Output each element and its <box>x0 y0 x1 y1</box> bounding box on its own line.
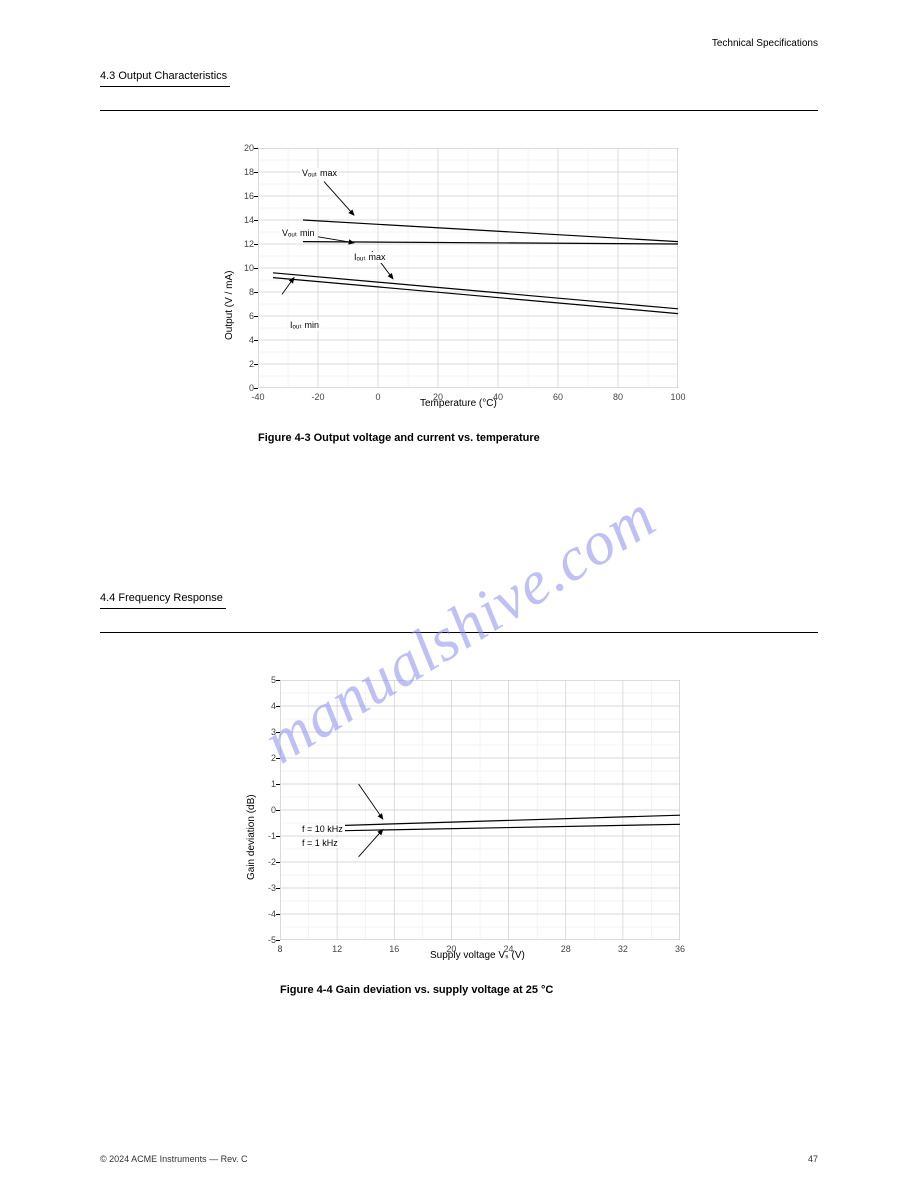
series-label: Iₒᵤₜ max <box>352 252 388 263</box>
xtick-label: -40 <box>248 392 268 402</box>
page-number: 47 <box>808 1154 818 1164</box>
footer-left: © 2024 ACME Instruments — Rev. C <box>100 1154 248 1164</box>
header-doc-type: Technical Specifications <box>712 38 818 49</box>
xtick-label: 40 <box>488 392 508 402</box>
ytick-label: 10 <box>236 263 254 273</box>
ytick-label: -4 <box>258 909 276 919</box>
ytick-label: 0 <box>258 805 276 815</box>
callout-arrow <box>359 784 383 819</box>
ytick-label: 8 <box>236 287 254 297</box>
chart1-ylabel: Output (V / mA) <box>224 271 235 340</box>
series-label: Vₒᵤₜ min <box>280 228 317 239</box>
series-label: Iₒᵤₜ min <box>288 320 321 331</box>
ytick-label: 5 <box>258 675 276 685</box>
xtick-label: -20 <box>308 392 328 402</box>
xtick-label: 24 <box>499 944 519 954</box>
xtick-label: 16 <box>384 944 404 954</box>
series-line <box>273 273 678 309</box>
ytick-label: 1 <box>258 779 276 789</box>
ytick-label: 4 <box>258 701 276 711</box>
xtick-label: 20 <box>441 944 461 954</box>
ytick-label: 4 <box>236 335 254 345</box>
series-label: f = 10 kHz <box>300 824 345 834</box>
series-line <box>303 220 678 242</box>
page: Technical Specifications 4.3 Output Char… <box>0 0 918 1188</box>
xtick-label: 20 <box>428 392 448 402</box>
ytick-label: 2 <box>258 753 276 763</box>
series-line <box>303 242 678 244</box>
chart2-ylabel: Gain deviation (dB) <box>246 794 257 880</box>
series-label: f = 1 kHz <box>300 838 340 848</box>
ytick-label: 14 <box>236 215 254 225</box>
callout-arrow <box>359 830 383 857</box>
ytick-label: 16 <box>236 191 254 201</box>
callout-arrow <box>324 182 354 216</box>
ytick-label: 2 <box>236 359 254 369</box>
xtick-label: 12 <box>327 944 347 954</box>
section-2-underline <box>100 608 226 609</box>
ytick-label: -3 <box>258 883 276 893</box>
series-label: Vₒᵤₜ max <box>300 168 339 179</box>
xtick-label: 8 <box>270 944 290 954</box>
xtick-label: 60 <box>548 392 568 402</box>
xtick-label: 32 <box>613 944 633 954</box>
ytick-label: 3 <box>258 727 276 737</box>
section-2-title: 4.4 Frequency Response <box>100 592 223 604</box>
xtick-label: 100 <box>668 392 688 402</box>
figure-1-caption: Figure 4-3 Output voltage and current vs… <box>258 432 540 444</box>
ytick-label: 12 <box>236 239 254 249</box>
series-line <box>273 278 678 314</box>
section-1-rule <box>100 110 818 111</box>
figure-2-caption: Figure 4-4 Gain deviation vs. supply vol… <box>280 984 553 996</box>
ytick-label: -2 <box>258 857 276 867</box>
ytick-label: 18 <box>236 167 254 177</box>
ytick-label: 20 <box>236 143 254 153</box>
xtick-label: 0 <box>368 392 388 402</box>
section-1-underline <box>100 86 230 87</box>
ytick-label: 6 <box>236 311 254 321</box>
ytick-label: -1 <box>258 831 276 841</box>
xtick-label: 36 <box>670 944 690 954</box>
xtick-label: 80 <box>608 392 628 402</box>
section-1-title: 4.3 Output Characteristics <box>100 70 227 82</box>
xtick-label: 28 <box>556 944 576 954</box>
section-2-rule <box>100 632 818 633</box>
